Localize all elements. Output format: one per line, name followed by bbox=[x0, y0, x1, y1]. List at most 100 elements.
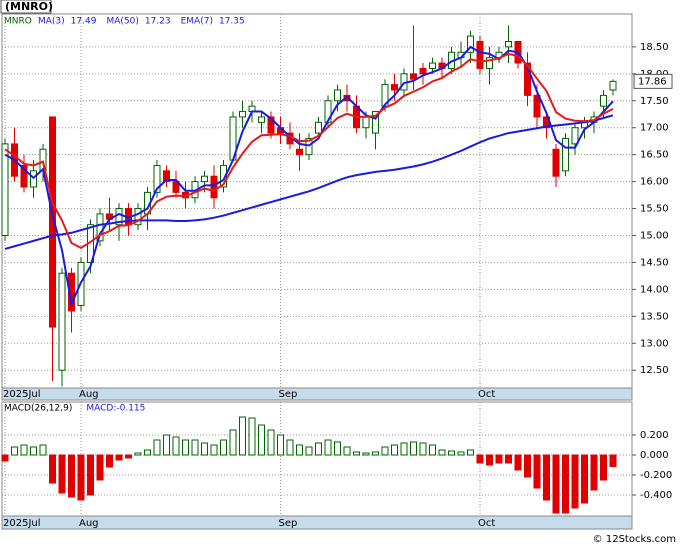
macd-bar bbox=[343, 446, 351, 456]
x-tick-label: Oct bbox=[478, 389, 495, 400]
candle-body bbox=[134, 208, 142, 226]
macd-bar bbox=[153, 439, 161, 456]
candle-body bbox=[1, 143, 9, 236]
candle-body bbox=[571, 127, 579, 145]
title-box bbox=[0, 0, 52, 14]
date-band bbox=[1, 515, 633, 530]
macd-bar bbox=[391, 444, 398, 456]
macd-bar bbox=[571, 454, 579, 509]
macd-bar bbox=[609, 454, 617, 467]
macd-bar bbox=[457, 451, 465, 456]
macd-bar bbox=[467, 449, 474, 456]
ma-line bbox=[4, 52, 614, 250]
candle-body bbox=[172, 181, 180, 193]
macd-bar bbox=[552, 454, 560, 514]
x-tick-label: Oct bbox=[478, 518, 495, 529]
macd-bar bbox=[229, 429, 237, 456]
legend-name: EMA(7) bbox=[181, 17, 213, 27]
macd-bar bbox=[372, 451, 379, 456]
date-band bbox=[1, 387, 633, 401]
macd-bar bbox=[476, 454, 484, 464]
x-tick-label: 2025Jul bbox=[3, 518, 41, 529]
x-tick-label: Aug bbox=[79, 389, 99, 400]
macd-bar bbox=[220, 439, 227, 456]
macd-bar bbox=[201, 442, 208, 456]
macd-bar bbox=[30, 446, 37, 456]
y-tick-label: 16.50 bbox=[640, 150, 669, 161]
candle-body bbox=[163, 170, 170, 183]
macd-bar bbox=[239, 416, 246, 456]
candle-body bbox=[49, 116, 56, 328]
legend-value: 17.35 bbox=[219, 17, 245, 27]
y-tick-label: 14.50 bbox=[640, 257, 669, 268]
candle-body bbox=[315, 121, 322, 134]
macd-bar bbox=[315, 442, 322, 456]
macd-bar bbox=[362, 452, 370, 456]
candle-body bbox=[96, 213, 104, 242]
candle-body bbox=[258, 116, 265, 123]
ticker: MNRO bbox=[4, 17, 32, 27]
macd-bar bbox=[296, 444, 303, 456]
macd-bar bbox=[353, 451, 360, 456]
candle-body bbox=[220, 164, 227, 188]
macd-bar bbox=[267, 429, 275, 456]
candle-body bbox=[58, 272, 66, 371]
ma-line bbox=[4, 114, 614, 250]
macd-bar bbox=[96, 454, 104, 481]
legend-value: -0.115 bbox=[116, 404, 145, 414]
y-tick-label: 13.00 bbox=[640, 338, 669, 349]
x-tick-label: Sep bbox=[279, 389, 298, 400]
macd-bar bbox=[68, 454, 75, 498]
macd-bar bbox=[210, 444, 218, 456]
y-tick-label: 15.50 bbox=[640, 204, 669, 215]
candle-body bbox=[609, 80, 617, 91]
macd-bar bbox=[543, 454, 550, 501]
candle-body bbox=[334, 89, 341, 102]
candle-body bbox=[296, 148, 303, 156]
candle-body bbox=[153, 164, 161, 193]
candle-body bbox=[467, 35, 474, 53]
macd-bar bbox=[438, 449, 446, 456]
candle-body bbox=[505, 40, 512, 48]
macd-bar bbox=[39, 444, 47, 456]
macd-bar bbox=[106, 454, 113, 468]
candle-body bbox=[210, 175, 218, 199]
macd-bar bbox=[191, 439, 199, 456]
last-price-box bbox=[633, 73, 673, 89]
macd-bar bbox=[20, 444, 28, 456]
chart-title: (MNRO) bbox=[5, 0, 53, 13]
candle-body bbox=[362, 116, 370, 129]
candle-body bbox=[476, 40, 484, 69]
macd-bar bbox=[495, 454, 503, 464]
y-tick-label: 14.00 bbox=[640, 284, 669, 295]
macd-bar bbox=[514, 454, 522, 471]
y-tick-label: 0.200 bbox=[640, 430, 669, 441]
y-tick-label: -0.400 bbox=[640, 490, 672, 501]
x-tick-label: Aug bbox=[79, 518, 99, 529]
macd-bar bbox=[590, 454, 598, 491]
macd-bar bbox=[533, 454, 541, 489]
macd-bar bbox=[115, 454, 123, 461]
y-tick-label: 17.50 bbox=[640, 96, 669, 107]
candle-body bbox=[562, 137, 569, 172]
macd-bar bbox=[172, 436, 180, 456]
footer: © 12Stocks.com bbox=[593, 534, 676, 545]
macd-bar bbox=[277, 434, 284, 456]
candle-body bbox=[533, 94, 541, 118]
candle-body bbox=[419, 67, 427, 75]
legend-value: 17.49 bbox=[71, 17, 97, 27]
y-tick-label: 18.50 bbox=[640, 42, 669, 53]
candle-body bbox=[524, 62, 531, 96]
price-panel bbox=[1, 13, 633, 389]
legend-name: MA(50) bbox=[106, 17, 138, 27]
legend-name: MA(3) bbox=[38, 17, 65, 27]
candle-body bbox=[486, 57, 493, 69]
macd-bar bbox=[400, 442, 408, 456]
macd-bar bbox=[58, 454, 66, 494]
x-tick-label: 2025Jul bbox=[3, 389, 41, 400]
macd-bar bbox=[324, 439, 332, 456]
macd-bar bbox=[410, 441, 417, 456]
macd-bar bbox=[77, 454, 85, 501]
macd-bar bbox=[11, 446, 18, 456]
